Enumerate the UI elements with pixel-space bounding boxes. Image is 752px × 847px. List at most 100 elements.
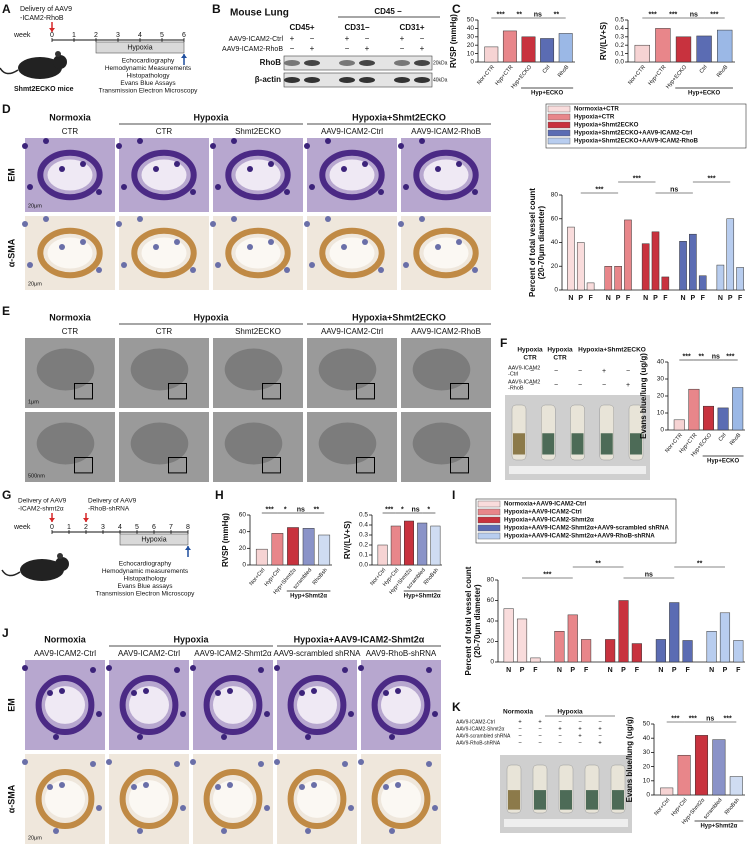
x-tick-label: F [738, 295, 743, 302]
label: Hypoxia [517, 347, 543, 354]
y-tick-label: 0.1 [615, 50, 624, 57]
x-tick-label: F [701, 295, 706, 302]
row-label: EM [6, 168, 16, 182]
mouse-icon [55, 51, 61, 57]
group-header: Hypoxia [193, 112, 229, 122]
y-tick-label: 0.5 [359, 512, 368, 519]
nucleus [190, 189, 196, 195]
tube-liquid [534, 790, 546, 810]
tube-liquid [542, 433, 555, 455]
nucleus [210, 221, 216, 227]
micrograph-detail [412, 348, 471, 391]
sign: + [290, 34, 295, 43]
legend-entry: Hypoxia+Shmt2ECKO+AAV9-ICAM2-Ctrl [574, 130, 692, 137]
week-number: 3 [101, 524, 105, 531]
nucleus [472, 189, 478, 195]
inset-box [450, 383, 469, 400]
blot-band [339, 77, 355, 83]
significance: * [427, 506, 430, 513]
vessel-lumen [297, 780, 337, 818]
legend-entry: Hypoxia+AAV9-ICAM2-Shmt2α+AAV9-RhoB-shRN… [504, 533, 655, 540]
x-tick-label: N [718, 295, 723, 302]
sign: − [578, 741, 582, 747]
assay: Histopathology [124, 576, 168, 583]
bar [732, 387, 744, 431]
x-tick-label: P [723, 667, 728, 674]
blot-band [414, 77, 430, 83]
tube-liquid [612, 790, 624, 810]
bar [586, 282, 595, 291]
label: AAV9-scrambled shRNA [456, 733, 511, 739]
label: Delivery of AAV9 [20, 6, 72, 13]
nucleus [153, 166, 159, 172]
vessel-lumen [141, 237, 187, 269]
nucleus [309, 262, 315, 268]
nucleus [383, 784, 389, 790]
y-tick-label: 0.1 [359, 552, 368, 559]
group-header: Normoxia [49, 312, 92, 322]
column-header: CTR [62, 127, 79, 136]
sign: + [310, 44, 315, 53]
y-tick-label: 50 [643, 721, 651, 728]
vessel-wall [413, 149, 479, 201]
nucleus [305, 734, 311, 740]
sign: + [578, 727, 582, 733]
x-tick-label: Ctrl [542, 64, 552, 74]
vessel-lumen [381, 780, 421, 818]
nucleus [231, 216, 237, 222]
significance: ns [297, 506, 305, 513]
tube-liquid [508, 790, 520, 810]
label: Hypoxia [557, 709, 583, 716]
column-header: AAV9-ICAM2-Ctrl [34, 649, 96, 658]
y-axis-label: Percent of total vessel count [464, 566, 473, 675]
bar [567, 226, 575, 291]
significance: *** [595, 186, 603, 193]
nucleus [403, 262, 409, 268]
x-tick-label: P [520, 667, 525, 674]
significance: ns [690, 11, 698, 18]
legend-swatch [547, 121, 571, 129]
nucleus [304, 221, 310, 227]
bar [677, 754, 691, 796]
vessel-wall [413, 227, 479, 279]
nucleus [116, 221, 122, 227]
nucleus [121, 262, 127, 268]
bar [634, 44, 650, 63]
x-tick-label: Ctrl [699, 64, 709, 74]
legend-entry: Hypoxia+CTR [574, 114, 615, 121]
bar [726, 218, 735, 291]
bar [516, 618, 528, 663]
nucleus [247, 166, 253, 172]
legend-entry: Hypoxia+AAV9-ICAM2-Shmt2α [504, 517, 594, 524]
nucleus [106, 759, 112, 765]
micrograph-detail [318, 422, 377, 465]
significance: ** [314, 506, 320, 513]
vessel-wall [203, 675, 263, 735]
nucleus [215, 262, 221, 268]
vessel-lumen [45, 686, 85, 724]
legend-entry: Hypoxia+AAV9-ICAM2-Ctrl [504, 509, 582, 516]
blot-band [414, 60, 430, 66]
sign: − [558, 720, 562, 726]
nucleus [143, 782, 149, 788]
y-axis-label: Evans blue/lung (ug/g) [625, 716, 634, 802]
sign: − [530, 368, 534, 375]
y-tick-label: 0.4 [359, 522, 368, 529]
scale-bar: 500nm [28, 473, 45, 479]
blot-band [394, 77, 410, 83]
bar [567, 614, 578, 663]
assay: Hemodynamic Measurements [105, 65, 192, 72]
legend-entry: Normoxia+CTR [574, 106, 619, 113]
vessel-lumen [45, 780, 85, 818]
panel-label: E [2, 304, 10, 318]
group-label: Hyp+ECKO [531, 91, 564, 97]
x-tick-label: N [643, 295, 648, 302]
vessel-wall [119, 769, 179, 829]
bar [675, 36, 692, 63]
nucleus [311, 688, 317, 694]
sign: − [538, 741, 542, 747]
legend-swatch [547, 129, 571, 137]
nucleus [472, 267, 478, 273]
y-tick-label: 0 [242, 562, 246, 569]
